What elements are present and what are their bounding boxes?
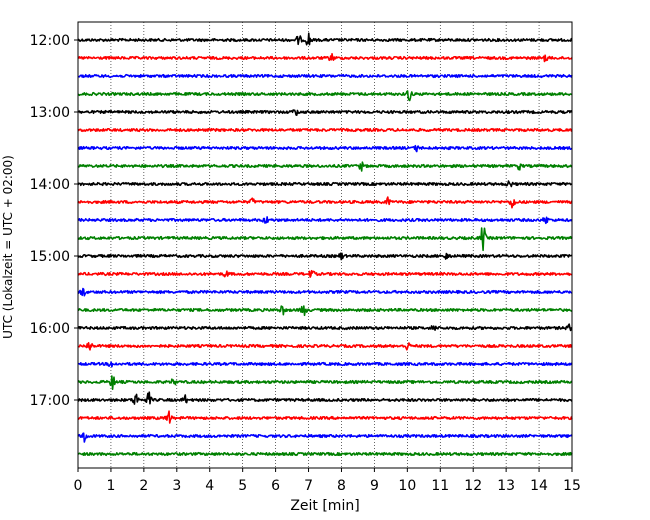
trace-line bbox=[77, 432, 573, 443]
trace-line bbox=[77, 73, 573, 79]
x-tick-label: 6 bbox=[271, 478, 280, 494]
trace-line bbox=[77, 361, 573, 368]
trace-line bbox=[77, 391, 573, 405]
trace-line bbox=[77, 252, 573, 261]
x-tick-label: 3 bbox=[172, 478, 181, 494]
grid-layer bbox=[110, 22, 540, 468]
plot-area bbox=[78, 22, 572, 468]
trace-line bbox=[77, 216, 573, 225]
y-tick-label: 14:00 bbox=[30, 177, 70, 193]
trace-line bbox=[77, 127, 573, 133]
x-axis: 0 1 2 3 4 5 6 7 8 9 10 11 12 13 14 15 bbox=[74, 468, 581, 494]
x-tick-label: 7 bbox=[304, 478, 313, 494]
x-tick-label: 0 bbox=[74, 478, 83, 494]
trace-line bbox=[77, 451, 573, 457]
trace-line bbox=[77, 375, 573, 391]
y-axis: 12:00 13:00 14:00 15:00 16:00 17:00 bbox=[30, 33, 78, 409]
trace-line bbox=[77, 305, 573, 317]
trace-line bbox=[77, 269, 573, 278]
trace-line bbox=[77, 342, 573, 351]
y-tick-label: 17:00 bbox=[30, 393, 70, 409]
trace-line bbox=[77, 161, 573, 172]
trace-line bbox=[77, 90, 573, 102]
x-tick-label: 11 bbox=[431, 478, 449, 494]
trace-line bbox=[77, 196, 573, 209]
x-tick-label: 14 bbox=[530, 478, 548, 494]
y-tick-label: 15:00 bbox=[30, 249, 70, 265]
trace-line bbox=[77, 52, 573, 63]
x-tick-label: 12 bbox=[464, 478, 482, 494]
x-axis-label: Zeit [min] bbox=[290, 498, 359, 514]
y-axis-label: UTC (Lokalzeit = UTC + 02:00) bbox=[1, 155, 15, 339]
trace-line bbox=[77, 180, 573, 188]
x-tick-label: 13 bbox=[497, 478, 515, 494]
trace-line bbox=[77, 410, 573, 424]
y-tick-label: 12:00 bbox=[30, 33, 70, 49]
x-tick-label: 15 bbox=[563, 478, 581, 494]
x-tick-label: 1 bbox=[106, 478, 115, 494]
trace-layer bbox=[77, 32, 573, 457]
trace-line bbox=[77, 109, 573, 116]
x-tick-label: 5 bbox=[238, 478, 247, 494]
trace-line bbox=[77, 32, 573, 46]
y-tick-label: 13:00 bbox=[30, 105, 70, 121]
x-tick-label: 8 bbox=[337, 478, 346, 494]
x-tick-label: 10 bbox=[398, 478, 416, 494]
trace-line bbox=[77, 323, 573, 332]
trace-line bbox=[77, 227, 573, 252]
x-tick-label: 9 bbox=[370, 478, 379, 494]
x-tick-label: 4 bbox=[205, 478, 214, 494]
trace-line bbox=[77, 144, 573, 153]
x-tick-label: 2 bbox=[139, 478, 148, 494]
y-tick-label: 16:00 bbox=[30, 321, 70, 337]
trace-line bbox=[77, 287, 573, 297]
plot-frame bbox=[77, 21, 573, 469]
